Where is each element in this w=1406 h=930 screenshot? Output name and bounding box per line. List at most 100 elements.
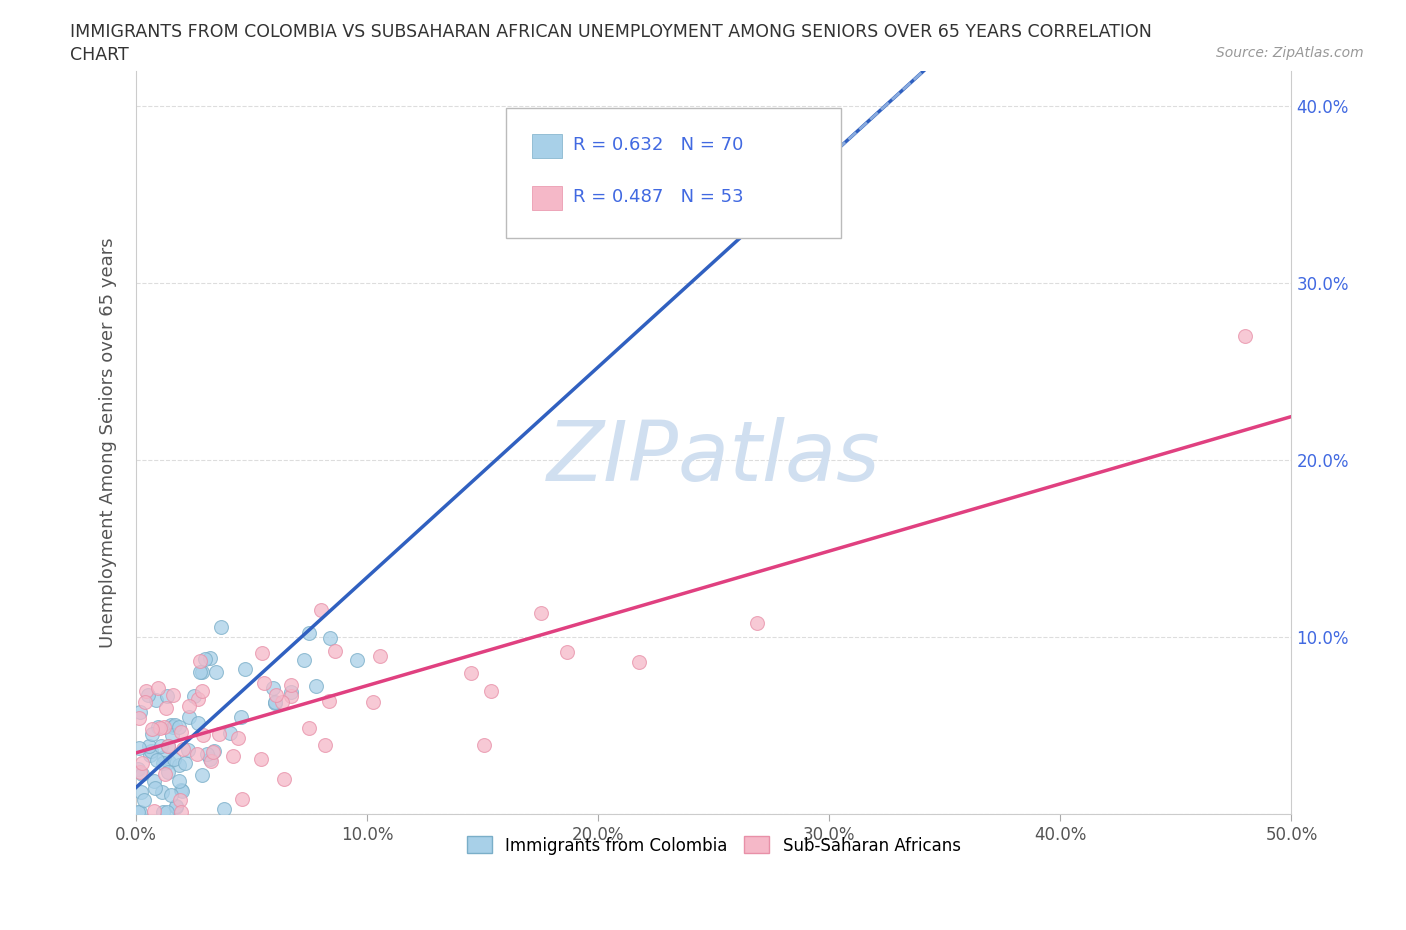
Point bbox=[177, 742, 200, 757]
Point bbox=[141, 721, 163, 736]
Point bbox=[188, 654, 211, 669]
Point bbox=[318, 693, 340, 708]
Point bbox=[633, 205, 655, 219]
Y-axis label: Unemployment Among Seniors over 65 years: Unemployment Among Seniors over 65 years bbox=[100, 237, 117, 647]
Point bbox=[170, 804, 193, 819]
Point bbox=[292, 652, 315, 667]
Point bbox=[149, 721, 172, 736]
Point bbox=[129, 785, 152, 800]
Point bbox=[191, 684, 214, 698]
Point bbox=[156, 804, 179, 819]
Point bbox=[160, 717, 183, 732]
Point bbox=[231, 791, 253, 806]
Text: Source: ZipAtlas.com: Source: ZipAtlas.com bbox=[1216, 46, 1364, 60]
Point bbox=[264, 696, 287, 711]
Point bbox=[129, 804, 152, 819]
Point bbox=[183, 689, 205, 704]
Point bbox=[167, 774, 190, 789]
Point bbox=[472, 737, 495, 752]
Point bbox=[145, 693, 167, 708]
Point bbox=[205, 665, 228, 680]
Point bbox=[186, 746, 208, 761]
Point bbox=[305, 678, 328, 693]
Point bbox=[263, 695, 285, 710]
Point bbox=[169, 793, 191, 808]
Point bbox=[479, 684, 502, 698]
Point bbox=[555, 644, 578, 659]
Point bbox=[233, 661, 256, 676]
Legend: Immigrants from Colombia, Sub-Saharan Africans: Immigrants from Colombia, Sub-Saharan Af… bbox=[460, 830, 967, 861]
Point bbox=[153, 767, 176, 782]
Point bbox=[127, 804, 149, 819]
Point bbox=[152, 785, 174, 800]
Point bbox=[209, 619, 232, 634]
FancyBboxPatch shape bbox=[533, 134, 562, 158]
Point bbox=[141, 727, 163, 742]
Point bbox=[187, 716, 209, 731]
Point bbox=[150, 739, 173, 754]
Point bbox=[191, 665, 214, 680]
Point bbox=[222, 749, 245, 764]
Point bbox=[152, 755, 174, 770]
Point bbox=[142, 804, 165, 818]
Point bbox=[146, 752, 169, 767]
Point bbox=[188, 664, 211, 679]
Point bbox=[128, 711, 150, 725]
FancyBboxPatch shape bbox=[533, 185, 562, 210]
Point bbox=[143, 773, 166, 788]
Point bbox=[208, 726, 231, 741]
Point bbox=[280, 684, 302, 699]
Point bbox=[319, 631, 342, 645]
Point bbox=[346, 653, 368, 668]
Point bbox=[200, 650, 222, 665]
Point bbox=[262, 680, 284, 695]
Point bbox=[460, 665, 482, 680]
Point bbox=[157, 738, 180, 753]
Point bbox=[160, 788, 183, 803]
Point bbox=[153, 750, 176, 764]
Point bbox=[165, 799, 187, 814]
Text: R = 0.632   N = 70: R = 0.632 N = 70 bbox=[572, 136, 744, 154]
Point bbox=[219, 726, 242, 741]
Point bbox=[270, 694, 292, 709]
Point bbox=[323, 644, 346, 658]
Point bbox=[170, 724, 193, 739]
Point bbox=[194, 652, 217, 667]
Point bbox=[298, 625, 321, 640]
Point bbox=[167, 758, 190, 773]
Point bbox=[170, 783, 193, 798]
Point bbox=[129, 705, 152, 720]
Point bbox=[250, 645, 273, 660]
Point bbox=[311, 602, 333, 617]
Point bbox=[146, 719, 169, 734]
Point bbox=[368, 648, 391, 663]
Point bbox=[530, 606, 553, 621]
Point bbox=[134, 792, 156, 807]
Point bbox=[191, 727, 214, 742]
Point bbox=[226, 731, 249, 746]
Point bbox=[361, 694, 384, 709]
Point bbox=[139, 748, 162, 763]
Point bbox=[298, 721, 321, 736]
Point bbox=[162, 751, 184, 766]
Point bbox=[141, 743, 163, 758]
Point bbox=[131, 755, 153, 770]
Point bbox=[157, 738, 180, 753]
Point bbox=[131, 766, 153, 781]
Point bbox=[253, 675, 276, 690]
Point bbox=[250, 751, 273, 766]
Point bbox=[127, 762, 149, 777]
Point bbox=[155, 701, 177, 716]
Point bbox=[172, 742, 194, 757]
Point bbox=[134, 695, 156, 710]
Point bbox=[745, 616, 768, 631]
Point bbox=[167, 720, 190, 735]
Text: ZIPatlas: ZIPatlas bbox=[547, 417, 880, 498]
Text: R = 0.487   N = 53: R = 0.487 N = 53 bbox=[572, 188, 744, 206]
Point bbox=[160, 728, 183, 743]
Point bbox=[200, 753, 222, 768]
Point bbox=[628, 655, 651, 670]
Text: IMMIGRANTS FROM COLOMBIA VS SUBSAHARAN AFRICAN UNEMPLOYMENT AMONG SENIORS OVER 6: IMMIGRANTS FROM COLOMBIA VS SUBSAHARAN A… bbox=[70, 23, 1152, 41]
Point bbox=[266, 687, 288, 702]
Text: CHART: CHART bbox=[70, 46, 129, 64]
